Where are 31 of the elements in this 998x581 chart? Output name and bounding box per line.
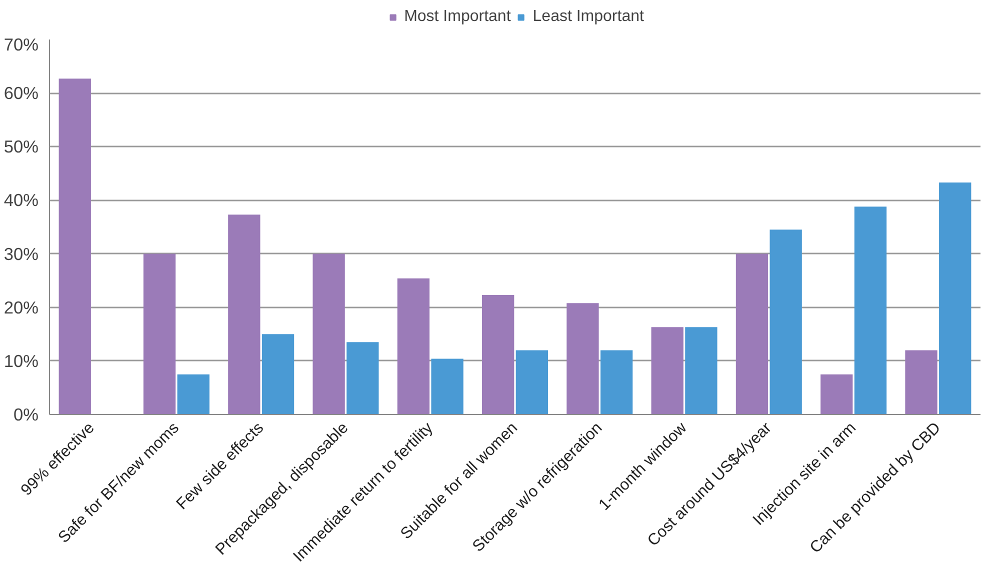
legend-label: Least Important <box>532 8 644 26</box>
y-tick-label: 60% <box>4 83 39 104</box>
bar <box>651 327 684 414</box>
bar <box>431 358 464 414</box>
y-tick-label: 10% <box>4 350 39 371</box>
y-tick-label: 70% <box>4 34 39 54</box>
bar <box>312 254 345 414</box>
y-tick-label: 20% <box>4 297 39 318</box>
bar <box>854 206 887 414</box>
bar <box>346 342 379 414</box>
bar <box>143 254 176 414</box>
bar <box>58 78 91 414</box>
bar <box>939 182 972 414</box>
bar <box>600 350 633 414</box>
y-tick-label: 0% <box>13 404 38 424</box>
bar <box>770 230 802 414</box>
bar <box>905 350 938 414</box>
bar <box>262 334 294 414</box>
bar <box>228 214 260 414</box>
bar <box>482 295 514 414</box>
bar <box>736 254 768 414</box>
bar <box>397 278 430 414</box>
bar <box>820 374 853 414</box>
legend-label: Most Important <box>404 8 511 26</box>
bar <box>177 374 210 414</box>
y-tick-label: 50% <box>4 136 39 157</box>
y-tick-label: 30% <box>4 244 39 264</box>
bar <box>685 327 718 414</box>
bar <box>566 303 599 414</box>
bar <box>516 350 548 414</box>
y-tick-label: 40% <box>4 190 39 210</box>
